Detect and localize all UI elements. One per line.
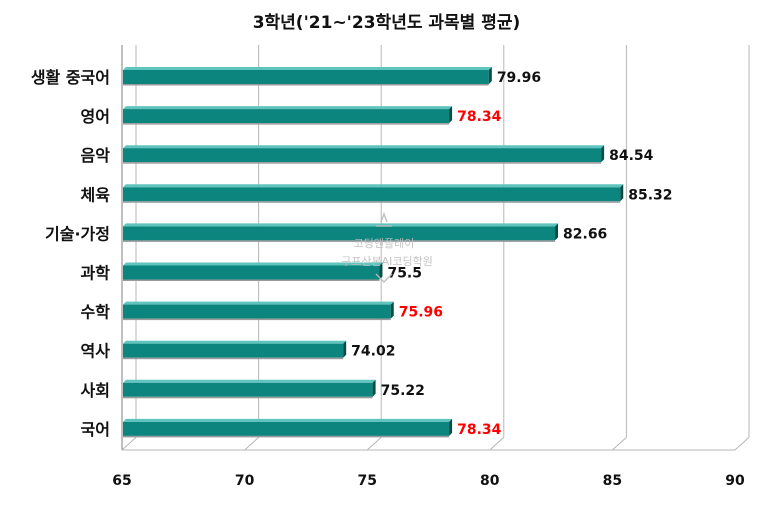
bar-end (390, 301, 394, 319)
data-label: 85.32 (628, 187, 672, 203)
gridline (489, 437, 505, 451)
data-label: 78.34 (457, 422, 502, 438)
bar-layer (123, 67, 624, 438)
data-label: 84.54 (609, 148, 654, 164)
bar-shadow (123, 123, 450, 125)
bar-top (123, 145, 605, 149)
gridline (612, 437, 627, 451)
bar-end (601, 145, 605, 163)
bar (123, 304, 391, 319)
bar (123, 187, 621, 202)
bar-group (123, 301, 394, 321)
bar (123, 70, 489, 84)
category-label: 음악 (81, 146, 111, 165)
bar-top (123, 223, 559, 227)
bar-top (123, 67, 492, 70)
x-tick-label: 80 (480, 473, 500, 489)
bar-top (123, 418, 453, 422)
bar-top (123, 379, 376, 383)
bar-group (123, 145, 605, 164)
data-label: 75.22 (381, 383, 425, 399)
data-label: 78.34 (457, 109, 502, 125)
bar-end (449, 418, 453, 436)
bar-top (123, 340, 347, 344)
bar-group (123, 223, 559, 242)
watermark-logo: 코딩앤플레이 구프산본AI코딩학원 (341, 211, 433, 284)
svg-text:코딩앤플레이: 코딩앤플레이 (354, 237, 415, 250)
category-label: 체육 (81, 185, 111, 204)
data-label: 75.5 (387, 266, 422, 282)
bar (123, 343, 344, 358)
gridline (366, 437, 382, 451)
bar-group (123, 340, 347, 360)
bar (123, 226, 556, 241)
category-label: 과학 (81, 264, 111, 283)
x-tick-label: 70 (235, 473, 255, 489)
category-label: 수학 (81, 303, 111, 322)
bar-group (123, 67, 492, 86)
gridline (734, 437, 750, 451)
bar (123, 421, 450, 436)
gridline (244, 437, 259, 451)
bar (123, 148, 602, 163)
category-label: 생활 중국어 (31, 68, 110, 87)
bar-end (555, 223, 559, 241)
data-label: 82.66 (563, 226, 607, 242)
bar-shadow (123, 396, 373, 399)
category-label: 영어 (81, 107, 110, 126)
bar-shadow (123, 240, 556, 242)
bar-shadow (123, 318, 391, 321)
x-tick-label: 75 (357, 473, 376, 489)
data-label: 75.96 (399, 305, 443, 321)
bar-end (620, 184, 624, 202)
bar-end (372, 379, 376, 397)
bar-group (123, 184, 624, 203)
bar-group (123, 418, 453, 438)
bar (123, 265, 380, 280)
category-label: 사회 (81, 381, 110, 400)
bar (123, 109, 450, 124)
bar (123, 382, 373, 397)
bar-group (123, 106, 453, 125)
bar-shadow (123, 279, 380, 281)
category-label: 기술·가정 (45, 224, 110, 243)
x-tick-label: 65 (112, 473, 131, 489)
x-tick-label: 85 (603, 473, 622, 489)
bar-end (488, 67, 492, 84)
chart-title: 3학년('21~'23학년도 과목별 평균) (252, 13, 521, 33)
x-tick-label: 90 (725, 473, 745, 489)
bar-shadow (123, 84, 489, 86)
category-label: 국어 (81, 420, 110, 439)
bar-shadow (123, 201, 621, 203)
bar-top (123, 301, 394, 305)
category-label: 역사 (81, 342, 111, 361)
svg-text:구프산본AI코딩학원: 구프산본AI코딩학원 (341, 255, 433, 268)
bar-end (343, 340, 347, 358)
bar-group (123, 379, 376, 399)
bar-shadow (123, 435, 450, 438)
bar-shadow (123, 357, 344, 360)
gridline (121, 437, 137, 451)
label-layer: 65 70 75 80 85 90 생활 중국어 79.96 영어 78.34 음악 84.54 체육 8… (31, 68, 745, 489)
bar-top (123, 106, 453, 110)
bar-top (123, 262, 383, 266)
bar-group (123, 262, 383, 281)
data-label: 79.96 (497, 70, 541, 86)
bar-end (379, 262, 383, 280)
bar-shadow (123, 162, 602, 164)
bar-end (449, 106, 453, 124)
bar-top (123, 184, 624, 188)
data-label: 74.02 (351, 344, 395, 360)
